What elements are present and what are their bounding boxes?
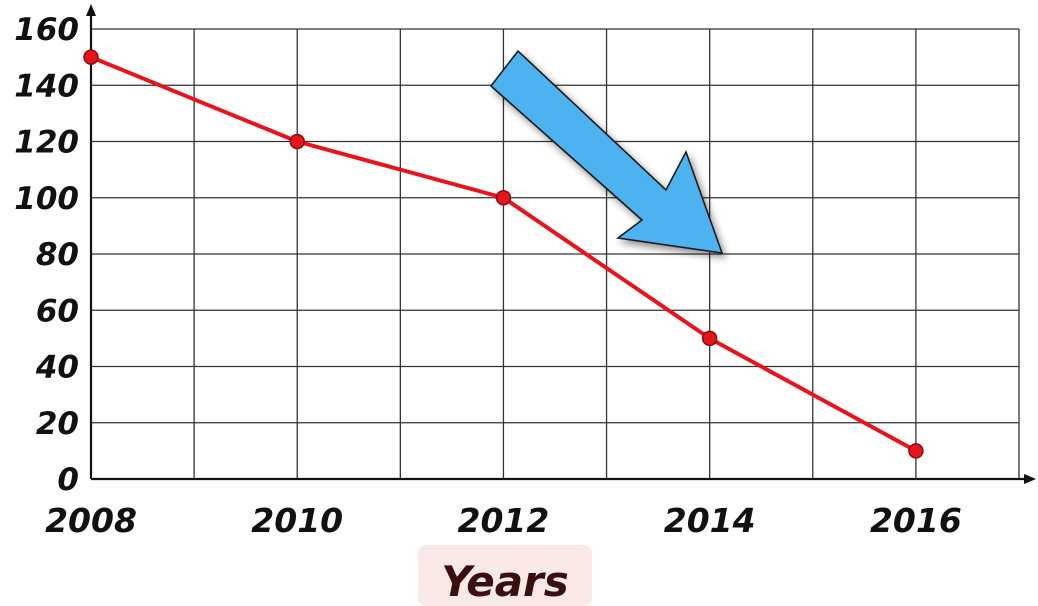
y-tick-label: 0 xyxy=(57,462,79,498)
trend-arrow-icon xyxy=(489,49,724,254)
data-point xyxy=(289,133,305,150)
x-tick-label: 2010 xyxy=(251,501,343,540)
x-axis-label-text: Years xyxy=(441,557,569,606)
series xyxy=(83,49,924,459)
y-tick-label: 100 xyxy=(14,181,79,217)
x-tick-label: 2016 xyxy=(870,501,962,540)
y-tick-label: 40 xyxy=(35,350,79,386)
y-axis-arrowhead-icon xyxy=(86,4,96,16)
x-axis-label-background xyxy=(418,545,592,606)
axes xyxy=(86,4,1036,484)
y-tick-label: 120 xyxy=(14,125,79,161)
y-tick-label: 60 xyxy=(36,293,79,329)
y-tick-label: 140 xyxy=(14,68,79,104)
x-tick-labels: 2008 2010 2012 2014 2016 xyxy=(45,501,962,540)
x-tick-label: 2014 xyxy=(664,501,756,540)
y-tick-label: 160 xyxy=(14,12,79,48)
y-tick-labels: 0 20 40 60 80 100 120 140 160 xyxy=(14,12,79,498)
data-point xyxy=(701,330,718,347)
x-axis-arrowhead-icon xyxy=(1024,474,1036,484)
y-tick-label: 80 xyxy=(36,237,79,273)
y-tick-label: 20 xyxy=(36,406,79,442)
data-point xyxy=(83,49,99,65)
x-tick-label: 2008 xyxy=(45,501,137,540)
data-point xyxy=(495,190,512,206)
data-point xyxy=(908,443,924,459)
x-tick-label: 2012 xyxy=(458,501,550,540)
x-axis-label: Years xyxy=(418,545,592,606)
